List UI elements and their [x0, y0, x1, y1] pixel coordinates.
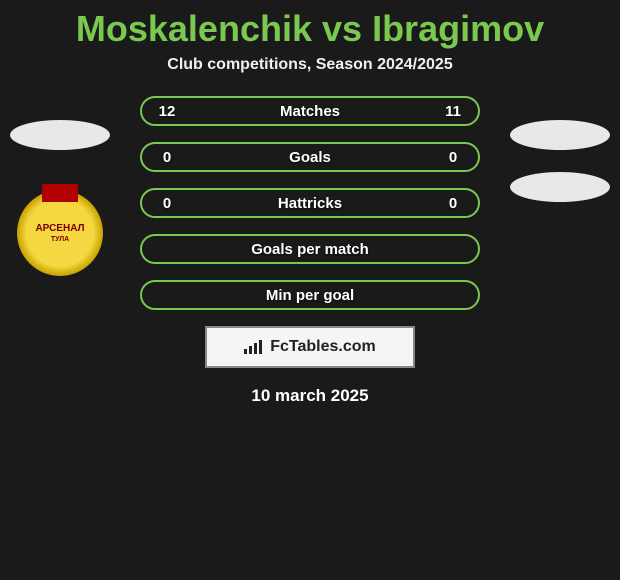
stat-row-min-per-goal: Min per goal: [140, 280, 480, 310]
date-label: 10 march 2025: [0, 386, 620, 406]
player1-column: АРСЕНАЛ ТУЛА: [10, 120, 110, 276]
stat-left-value: 0: [156, 195, 178, 212]
stat-right-value: 11: [442, 103, 464, 120]
watermark-badge: FcTables.com: [205, 326, 415, 368]
club-badge-text: АРСЕНАЛ ТУЛА: [35, 224, 84, 243]
stat-left-value: 0: [156, 149, 178, 166]
stat-label: Hattricks: [178, 195, 442, 212]
club-text-bottom: ТУЛА: [35, 236, 84, 243]
player1-name: Moskalenchik: [76, 8, 312, 49]
comparison-card: Moskalenchik vs Ibragimov Club competiti…: [0, 0, 620, 580]
stat-row-hattricks: 0 Hattricks 0: [140, 188, 480, 218]
club-badge-circle: АРСЕНАЛ ТУЛА: [17, 190, 103, 276]
club-castle-icon: [42, 184, 78, 202]
player2-name: Ibragimov: [372, 8, 544, 49]
stat-label: Goals: [178, 149, 442, 166]
player1-club-badge: АРСЕНАЛ ТУЛА: [17, 190, 103, 276]
player2-avatar-placeholder: [510, 120, 610, 150]
stat-label: Min per goal: [178, 287, 442, 304]
stat-label: Matches: [178, 103, 442, 120]
stat-row-goals-per-match: Goals per match: [140, 234, 480, 264]
stat-right-value: 0: [442, 195, 464, 212]
bar-chart-icon: [244, 340, 264, 354]
stat-left-value: 12: [156, 103, 178, 120]
stat-row-goals: 0 Goals 0: [140, 142, 480, 172]
subtitle: Club competitions, Season 2024/2025: [0, 56, 620, 74]
stats-table: 12 Matches 11 0 Goals 0 0 Hattricks 0 Go…: [140, 96, 480, 310]
watermark-text: FcTables.com: [270, 338, 376, 356]
stat-label: Goals per match: [178, 241, 442, 258]
vs-separator: vs: [322, 8, 362, 49]
stat-right-value: 0: [442, 149, 464, 166]
player1-avatar-placeholder: [10, 120, 110, 150]
player2-column: [510, 120, 610, 202]
club-text-top: АРСЕНАЛ: [35, 224, 84, 234]
page-title: Moskalenchik vs Ibragimov: [0, 0, 620, 50]
player2-club-placeholder: [510, 172, 610, 202]
stat-row-matches: 12 Matches 11: [140, 96, 480, 126]
